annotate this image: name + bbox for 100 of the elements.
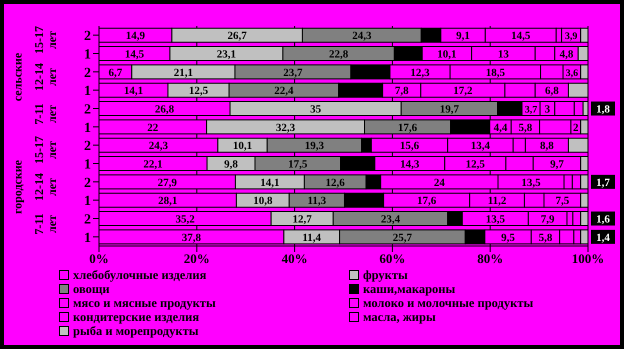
data-label: 14,5: [511, 30, 531, 42]
data-label: 3,6: [566, 68, 578, 79]
y-tick-label: 2: [84, 176, 91, 191]
x-tick-label: 60%: [379, 251, 406, 266]
y-tick-label: 2: [84, 212, 91, 228]
data-label: 12,5: [188, 85, 209, 98]
data-label: 17,5: [288, 158, 308, 171]
y-tick-label: 2: [84, 66, 91, 81]
text: 15-17 лет: [32, 25, 59, 56]
data-label: 6,8: [544, 85, 560, 98]
y-tick-label: 2: [84, 139, 91, 154]
data-label: 23,1: [216, 48, 236, 61]
legend-label: овощи: [73, 282, 110, 296]
x-tick-label: 20%: [184, 251, 210, 266]
text: 12-14 лет: [32, 62, 59, 93]
data-label: 5,8: [518, 122, 533, 134]
legend-label: кондитерские изделия: [73, 310, 200, 324]
data-label: 13,4: [470, 140, 491, 152]
data-label: 32,3: [276, 122, 296, 134]
data-label: 35,2: [175, 214, 196, 226]
data-label: 10,1: [437, 48, 457, 61]
data-label: 5,8: [538, 232, 553, 244]
data-label: 4,4: [494, 122, 508, 134]
y-tick-label: 2: [84, 102, 91, 118]
data-label: 24: [434, 176, 446, 189]
data-label: 13,5: [486, 214, 506, 226]
data-label: 26,8: [154, 104, 175, 116]
data-label: 22: [147, 122, 159, 134]
data-label: 1,6: [596, 214, 610, 226]
data-label: 24,3: [148, 140, 169, 152]
y-tick-label: 2: [84, 29, 91, 44]
y-tick-label: 1: [84, 230, 91, 246]
data-label: 9,1: [456, 30, 470, 42]
legend-label: хлебобулочные изделия: [73, 268, 206, 282]
data-label: 6,7: [108, 66, 123, 79]
data-label: 3,9: [564, 31, 578, 42]
y-tick-label: 1: [84, 120, 91, 136]
data-label: 11,3: [308, 195, 327, 208]
text: городские: [10, 158, 24, 216]
legend-label: фрукты: [363, 268, 408, 282]
data-label: 7,8: [394, 85, 410, 98]
data-label: 14,1: [260, 176, 280, 189]
data-label: 21,1: [174, 66, 193, 79]
x-tick-label: 100%: [572, 251, 604, 266]
y-tick-label: 1: [84, 47, 91, 62]
data-label: 17,6: [417, 195, 437, 208]
data-label: 12,5: [466, 158, 486, 171]
data-label: 27,9: [158, 176, 178, 189]
text: 7-11 лет: [32, 102, 59, 126]
data-label: 25,7: [392, 232, 413, 244]
data-label: 17,2: [453, 85, 473, 98]
data-label: 23,4: [380, 214, 401, 226]
data-label: 22,4: [274, 85, 294, 98]
data-label: 19,3: [304, 140, 325, 152]
data-label: 9,8: [224, 158, 238, 171]
legend-label: мясо и мясные продукты: [73, 296, 216, 310]
data-label: 9,7: [550, 158, 564, 171]
legend-label: рыба и морепродукты: [73, 324, 198, 338]
data-label: 14,3: [400, 158, 420, 171]
data-label: 13: [498, 48, 510, 61]
data-label: 23,7: [283, 66, 304, 79]
legend-label: каши,макароны: [363, 282, 456, 296]
data-label: 10,1: [232, 140, 252, 152]
data-label: 12,6: [326, 176, 346, 189]
data-label: 9,5: [501, 232, 516, 244]
data-label: 22,8: [328, 48, 349, 61]
x-tick-label: 0%: [89, 251, 109, 266]
data-label: 2: [573, 122, 580, 134]
data-label: 1,4: [596, 232, 610, 244]
text: 12-14 лет: [32, 172, 59, 203]
data-label: 28,1: [158, 195, 178, 208]
x-tick-label: 80%: [477, 251, 504, 266]
data-label: 8,8: [540, 140, 554, 152]
legend-label: масла, жиры: [363, 310, 436, 324]
x-tick-label: 40%: [282, 251, 308, 266]
data-label: 12,3: [410, 66, 430, 79]
text: 15-17 лет: [32, 135, 59, 166]
data-label: 35: [310, 104, 322, 116]
y-tick-label: 1: [84, 84, 91, 100]
data-label: 3: [544, 104, 551, 116]
data-label: 22,1: [143, 158, 163, 171]
data-label: 1,7: [596, 176, 610, 189]
data-label: 4,8: [560, 48, 574, 61]
y-tick-label: 1: [84, 194, 91, 210]
data-label: 17,6: [398, 122, 418, 134]
data-label: 11,2: [488, 195, 507, 208]
data-label: 15,6: [400, 140, 420, 152]
data-label: 18,5: [486, 66, 506, 79]
data-label: 24,3: [352, 30, 372, 42]
data-label: 14,1: [124, 85, 144, 98]
data-label: 26,7: [228, 30, 248, 42]
data-label: 11,4: [302, 232, 322, 244]
data-label: 14,9: [126, 30, 146, 42]
text: сельские: [10, 52, 24, 104]
y-tick-label: 1: [84, 157, 91, 172]
data-label: 19,7: [440, 104, 460, 116]
legend-label: молоко и молочные продукты: [363, 296, 534, 310]
data-label: 7,9: [540, 214, 556, 226]
text: 7-11 лет: [32, 212, 59, 236]
data-label: 10,8: [253, 195, 273, 208]
